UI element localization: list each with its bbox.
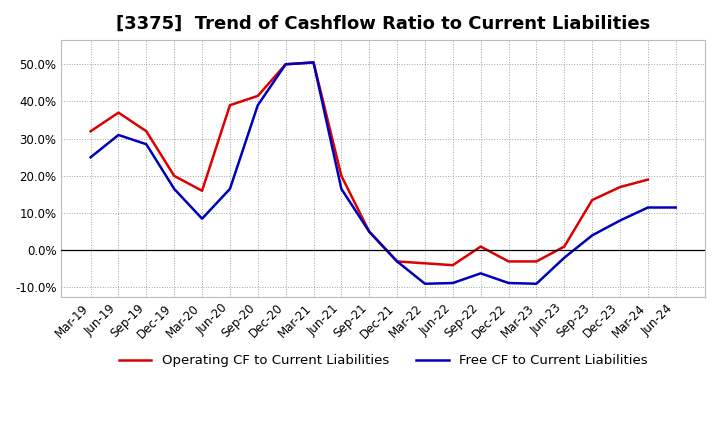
Free CF to Current Liabilities [365,229,374,235]
Operating CF to Current Liabilities [532,259,541,264]
Free CF to Current Liabilities [253,103,262,108]
Operating CF to Current Liabilities [142,128,150,134]
Legend: Operating CF to Current Liabilities, Free CF to Current Liabilities: Operating CF to Current Liabilities, Fre… [113,349,653,372]
Free CF to Current Liabilities [282,62,290,67]
Free CF to Current Liabilities [114,132,123,138]
Operating CF to Current Liabilities [588,198,596,203]
Free CF to Current Liabilities [644,205,652,210]
Line: Operating CF to Current Liabilities: Operating CF to Current Liabilities [91,62,648,265]
Operating CF to Current Liabilities [198,188,207,194]
Free CF to Current Liabilities [309,60,318,65]
Operating CF to Current Liabilities [253,93,262,99]
Free CF to Current Liabilities [477,271,485,276]
Free CF to Current Liabilities [420,281,429,286]
Operating CF to Current Liabilities [114,110,123,115]
Operating CF to Current Liabilities [477,244,485,249]
Operating CF to Current Liabilities [365,229,374,235]
Free CF to Current Liabilities [170,186,179,191]
Operating CF to Current Liabilities [449,263,457,268]
Operating CF to Current Liabilities [309,60,318,65]
Operating CF to Current Liabilities [225,103,234,108]
Free CF to Current Liabilities [449,280,457,286]
Operating CF to Current Liabilities [644,177,652,182]
Title: [3375]  Trend of Cashflow Ratio to Current Liabilities: [3375] Trend of Cashflow Ratio to Curren… [116,15,650,33]
Free CF to Current Liabilities [616,218,624,223]
Operating CF to Current Liabilities [420,260,429,266]
Free CF to Current Liabilities [560,255,569,260]
Free CF to Current Liabilities [337,186,346,191]
Free CF to Current Liabilities [672,205,680,210]
Operating CF to Current Liabilities [616,184,624,190]
Free CF to Current Liabilities [504,280,513,286]
Operating CF to Current Liabilities [393,259,402,264]
Operating CF to Current Liabilities [337,173,346,179]
Free CF to Current Liabilities [198,216,207,221]
Operating CF to Current Liabilities [282,62,290,67]
Operating CF to Current Liabilities [170,173,179,179]
Free CF to Current Liabilities [86,154,95,160]
Operating CF to Current Liabilities [560,244,569,249]
Free CF to Current Liabilities [393,259,402,264]
Operating CF to Current Liabilities [504,259,513,264]
Line: Free CF to Current Liabilities: Free CF to Current Liabilities [91,62,676,284]
Operating CF to Current Liabilities [86,128,95,134]
Free CF to Current Liabilities [532,281,541,286]
Free CF to Current Liabilities [588,233,596,238]
Free CF to Current Liabilities [225,186,234,191]
Free CF to Current Liabilities [142,142,150,147]
